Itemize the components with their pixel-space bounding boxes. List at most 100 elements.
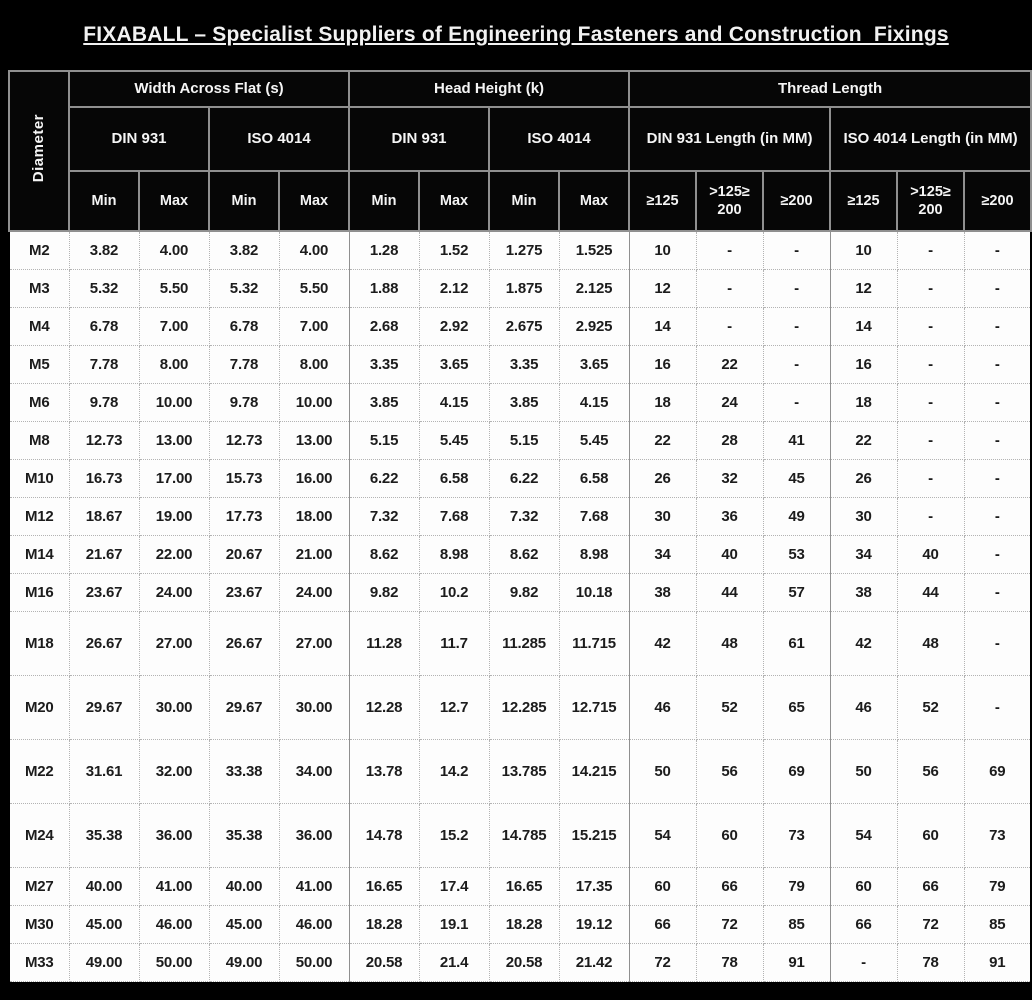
value-cell: 17.4 bbox=[419, 867, 490, 906]
value-cell: 12.7 bbox=[419, 675, 490, 740]
value-cell: 50 bbox=[830, 739, 898, 804]
value-cell: 9.78 bbox=[69, 383, 140, 422]
value-cell: 35.38 bbox=[209, 803, 280, 868]
value-cell: 49.00 bbox=[209, 943, 280, 982]
table-row: M27 40.00 41.00 40.00 41.00 16.65 17.4 16.65 17.… bbox=[8, 867, 1032, 906]
value-cell: 2.675 bbox=[489, 307, 560, 346]
value-cell: 53 bbox=[763, 535, 831, 574]
value-cell: - bbox=[763, 345, 831, 384]
value-cell: 79 bbox=[964, 867, 1032, 906]
value-cell: 6.22 bbox=[489, 459, 560, 498]
header-row-standards: DIN 931 ISO 4014 DIN 931 ISO 4014 DIN 93… bbox=[9, 106, 1032, 172]
value-cell: 36 bbox=[696, 497, 764, 536]
value-cell: 29.67 bbox=[69, 675, 140, 740]
value-cell: - bbox=[763, 269, 831, 308]
value-cell: 12.73 bbox=[209, 421, 280, 460]
value-cell: 8.62 bbox=[489, 535, 560, 574]
value-cell: 40 bbox=[696, 535, 764, 574]
value-cell: - bbox=[964, 307, 1032, 346]
value-cell: - bbox=[964, 345, 1032, 384]
value-cell: 91 bbox=[763, 943, 831, 982]
value-cell: 28 bbox=[696, 421, 764, 460]
value-cell: 30.00 bbox=[139, 675, 210, 740]
value-cell: 66 bbox=[696, 867, 764, 906]
col-subgroup-iso4014-waf: ISO 4014 bbox=[207, 106, 351, 172]
value-cell: 50.00 bbox=[279, 943, 350, 982]
value-cell: 20.58 bbox=[349, 943, 420, 982]
value-cell: 46 bbox=[629, 675, 697, 740]
value-cell: 18.28 bbox=[349, 905, 420, 944]
fastener-spec-table: Diameter Width Across Flat (s) Head Heig… bbox=[8, 70, 1032, 982]
value-cell: 69 bbox=[964, 739, 1032, 804]
page-title: FIXABALL – Specialist Suppliers of Engin… bbox=[83, 23, 949, 46]
value-cell: 78 bbox=[897, 943, 965, 982]
table-row: M20 29.67 30.00 29.67 30.00 12.28 12.7 12.285 12… bbox=[8, 675, 1032, 740]
value-cell: 13.78 bbox=[349, 739, 420, 804]
value-cell: 7.32 bbox=[489, 497, 560, 536]
value-cell: 44 bbox=[897, 573, 965, 612]
value-cell: 18.00 bbox=[279, 497, 350, 536]
diameter-cell: M16 bbox=[8, 573, 70, 612]
value-cell: 54 bbox=[629, 803, 697, 868]
value-cell: 6.78 bbox=[69, 307, 140, 346]
value-cell: 8.62 bbox=[349, 535, 420, 574]
value-cell: - bbox=[964, 535, 1032, 574]
value-cell: 26.67 bbox=[209, 611, 280, 676]
col-group-thread-length: Thread Length bbox=[628, 70, 1032, 108]
value-cell: - bbox=[763, 383, 831, 422]
value-cell: - bbox=[964, 421, 1032, 460]
value-cell: 46.00 bbox=[279, 905, 350, 944]
value-cell: 38 bbox=[629, 573, 697, 612]
table-row: M4 6.78 7.00 6.78 7.00 2.68 2.92 2.675 2.925 14- -… bbox=[8, 307, 1032, 346]
value-cell: 5.45 bbox=[559, 421, 630, 460]
value-cell: 9.78 bbox=[209, 383, 280, 422]
header-row-groups: Diameter Width Across Flat (s) Head Heig… bbox=[8, 70, 1032, 232]
value-cell: 22.00 bbox=[139, 535, 210, 574]
value-cell: - bbox=[897, 497, 965, 536]
value-cell: - bbox=[830, 943, 898, 982]
col-header-min: Min bbox=[488, 170, 561, 232]
value-cell: 8.98 bbox=[559, 535, 630, 574]
value-cell: 19.00 bbox=[139, 497, 210, 536]
value-cell: - bbox=[763, 231, 831, 270]
value-cell: - bbox=[964, 611, 1032, 676]
value-cell: 19.1 bbox=[419, 905, 490, 944]
value-cell: 72 bbox=[696, 905, 764, 944]
value-cell: 8.00 bbox=[279, 345, 350, 384]
value-cell: 41.00 bbox=[139, 867, 210, 906]
value-cell: - bbox=[696, 307, 764, 346]
diameter-cell: M20 bbox=[8, 675, 70, 740]
diameter-cell: M3 bbox=[8, 269, 70, 308]
value-cell: 5.32 bbox=[69, 269, 140, 308]
value-cell: 34 bbox=[830, 535, 898, 574]
col-header-max: Max bbox=[277, 170, 351, 232]
diameter-cell: M10 bbox=[8, 459, 70, 498]
value-cell: 12.28 bbox=[349, 675, 420, 740]
value-cell: 16.65 bbox=[489, 867, 560, 906]
table-row: M8 12.73 13.00 12.73 13.00 5.15 5.45 5.15 5.45 22… bbox=[8, 421, 1032, 460]
value-cell: - bbox=[964, 231, 1032, 270]
value-cell: 49 bbox=[763, 497, 831, 536]
col-subgroup-iso4014-hh: ISO 4014 bbox=[488, 106, 631, 172]
value-cell: - bbox=[897, 383, 965, 422]
value-cell: 10.00 bbox=[139, 383, 210, 422]
value-cell: 24 bbox=[696, 383, 764, 422]
bottom-border-bar bbox=[0, 982, 1032, 988]
value-cell: 3.35 bbox=[349, 345, 420, 384]
value-cell: 2.125 bbox=[559, 269, 630, 308]
value-cell: 16 bbox=[629, 345, 697, 384]
value-cell: 12 bbox=[830, 269, 898, 308]
value-cell: 26 bbox=[629, 459, 697, 498]
value-cell: 1.28 bbox=[349, 231, 420, 270]
value-cell: 30 bbox=[830, 497, 898, 536]
value-cell: - bbox=[897, 421, 965, 460]
value-cell: 54 bbox=[830, 803, 898, 868]
value-cell: 16 bbox=[830, 345, 898, 384]
value-cell: 34.00 bbox=[279, 739, 350, 804]
col-header-125-200: >125≥ 200 bbox=[896, 170, 966, 232]
value-cell: 10.00 bbox=[279, 383, 350, 422]
table-row: M3 5.32 5.50 5.32 5.50 1.88 2.12 1.875 2.125 12- -… bbox=[8, 269, 1032, 308]
value-cell: 3.85 bbox=[489, 383, 560, 422]
value-cell: 14.2 bbox=[419, 739, 490, 804]
value-cell: 79 bbox=[763, 867, 831, 906]
